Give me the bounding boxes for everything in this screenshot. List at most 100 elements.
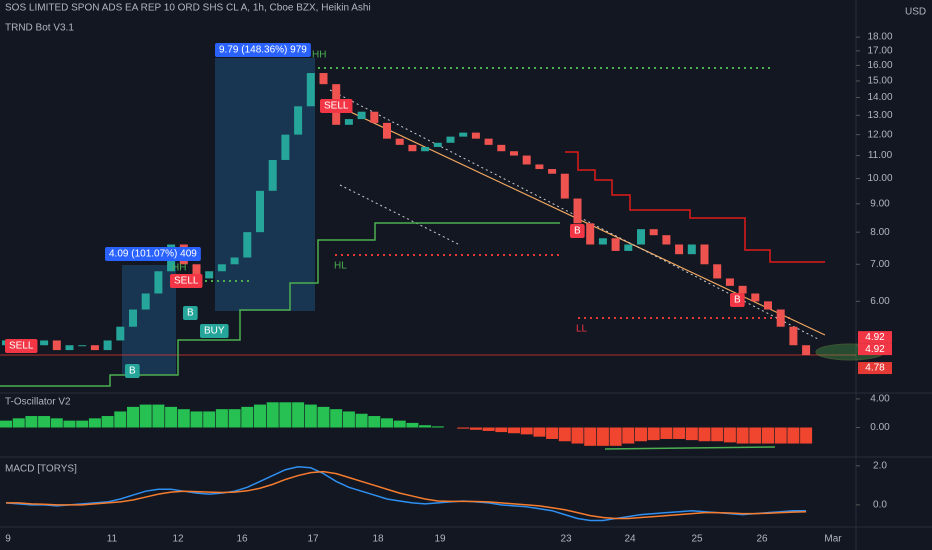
candle	[471, 132, 480, 139]
osc-bar	[596, 427, 609, 446]
y-tick-label: 18.00	[867, 32, 892, 43]
osc-bar	[558, 427, 571, 442]
x-tick-label: 26	[756, 534, 768, 545]
osc-bar	[469, 427, 482, 430]
osc-bar	[609, 427, 622, 446]
annotation: B	[734, 295, 741, 306]
candle	[78, 345, 87, 347]
y-tick-label: 15.00	[867, 76, 892, 87]
candle	[560, 173, 569, 199]
candle	[268, 159, 277, 191]
candle	[548, 169, 557, 174]
osc-bar	[266, 402, 279, 428]
annotation-box	[125, 364, 140, 378]
osc-bar	[342, 411, 355, 428]
annotation-box	[105, 247, 201, 261]
candle	[281, 134, 290, 160]
osc-bar	[317, 406, 330, 428]
candle	[675, 244, 684, 255]
annotation-box	[5, 339, 38, 353]
annotation: B	[187, 308, 194, 319]
candle	[764, 301, 772, 310]
osc-bar	[584, 427, 597, 446]
candle	[52, 340, 61, 351]
osc-bar	[419, 425, 432, 428]
osc-bar	[279, 402, 292, 428]
x-tick-label: 16	[236, 534, 248, 545]
candle	[40, 340, 49, 346]
osc-bar	[0, 420, 12, 428]
osc-bar	[177, 409, 190, 428]
osc-bar	[190, 411, 203, 428]
candle	[243, 232, 252, 258]
candle	[129, 309, 137, 327]
x-tick-label: 9	[5, 534, 11, 545]
osc-bar	[787, 427, 800, 444]
annotation-box	[170, 274, 203, 288]
osc-bar	[660, 427, 673, 439]
x-tick-label: 11	[107, 534, 118, 545]
osc-bar	[127, 406, 139, 428]
osc-bar	[368, 416, 381, 428]
x-tick-label: 25	[691, 534, 703, 545]
candle	[230, 257, 239, 265]
osc-bar	[673, 427, 686, 439]
x-tick-label: 23	[560, 534, 572, 545]
osc-bar	[88, 418, 101, 428]
y-tick-label: 4.00	[870, 394, 890, 405]
osc-bar	[114, 411, 127, 428]
candle	[256, 190, 264, 233]
candle	[433, 142, 442, 147]
osc-bar	[12, 418, 25, 428]
candle	[421, 146, 430, 152]
y-tick-label: 0.0	[873, 499, 887, 510]
osc-bar	[482, 427, 495, 431]
osc-bar	[381, 418, 393, 428]
y-tick-label: 9.00	[870, 198, 890, 209]
annotation: HH	[312, 50, 326, 61]
x-tick-label: 24	[624, 534, 636, 545]
y-tick-label: 8.00	[870, 227, 890, 238]
candle	[383, 122, 391, 139]
osc-bar	[647, 427, 660, 441]
candle	[662, 235, 671, 245]
annotation-box	[320, 99, 353, 113]
pane-title: MACD [TORYS]	[5, 464, 77, 475]
x-tick-label: 12	[172, 534, 184, 545]
osc-bar	[38, 416, 51, 428]
candle	[116, 326, 125, 341]
candle	[598, 238, 607, 245]
candle	[713, 264, 722, 279]
osc-bar	[431, 426, 444, 428]
osc-bar	[25, 416, 38, 428]
price-tag-label: 4.78	[865, 363, 885, 374]
osc-bar	[520, 427, 533, 435]
y-tick-label: 14.00	[867, 92, 892, 103]
candle	[802, 345, 811, 356]
candle	[522, 155, 531, 165]
annotation: LL	[576, 324, 588, 335]
osc-bar	[762, 427, 774, 444]
price-tag-label: 4.92	[865, 332, 885, 343]
osc-bar	[495, 427, 508, 433]
candle	[776, 309, 785, 327]
osc-bar	[165, 406, 178, 428]
osc-bar	[355, 413, 368, 428]
osc-bar	[546, 427, 559, 439]
osc-bar	[215, 409, 228, 428]
annotation: SELL	[9, 341, 34, 352]
osc-bar	[254, 404, 266, 428]
osc-bar	[63, 420, 76, 428]
candle	[586, 223, 595, 245]
currency: USD	[905, 7, 926, 18]
osc-bar	[571, 427, 584, 444]
pane-title: T-Oscillator V2	[5, 397, 71, 408]
x-tick-label: 18	[372, 534, 384, 545]
candle	[446, 136, 455, 143]
y-tick-label: 6.00	[870, 296, 890, 307]
candle	[510, 151, 518, 156]
osc-bar	[228, 409, 241, 428]
candle	[141, 293, 150, 310]
candle	[408, 144, 417, 152]
price-tag	[858, 343, 892, 356]
